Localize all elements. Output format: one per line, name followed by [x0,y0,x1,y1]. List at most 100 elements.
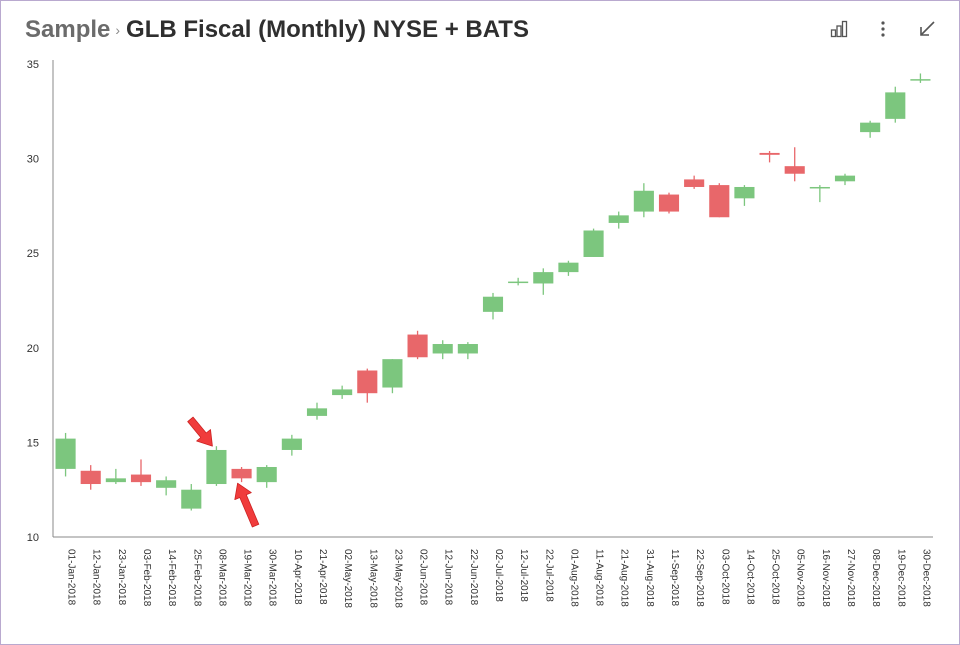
candle-body [860,122,881,133]
x-tick-label: 30-Mar-2018 [267,549,278,607]
breadcrumb-sample[interactable]: Sample [25,16,111,43]
y-tick-label: 35 [27,59,39,71]
candle[interactable] [130,459,152,486]
x-tick-label: 30-Dec-2018 [920,549,931,607]
x-tick-label: 25-Feb-2018 [191,549,202,607]
candle[interactable] [332,385,353,399]
x-tick-label: 21-Aug-2018 [619,549,630,607]
candle[interactable] [407,330,428,360]
candle-body [734,186,755,199]
candle[interactable] [231,466,252,483]
candle[interactable] [80,465,101,490]
candle[interactable] [206,446,227,486]
arrow-icon [234,482,260,528]
x-tick-label: 16-Nov-2018 [820,549,831,607]
candle-body [709,185,730,218]
candle-body [306,408,328,416]
x-tick-label: 11-Aug-2018 [594,549,605,607]
candle[interactable] [558,260,579,276]
x-tick-label: 22-Sep-2018 [694,549,705,607]
candle[interactable] [105,468,126,485]
candle[interactable] [734,185,755,206]
candle[interactable] [860,120,881,138]
candle-body [834,175,856,182]
x-tick-label: 25-Oct-2018 [770,549,781,605]
bar-chart-icon[interactable] [827,17,851,41]
breadcrumb-separator: › [115,22,121,38]
candle[interactable] [533,268,554,295]
candle-body [231,468,252,479]
candle-body [55,438,76,469]
candle[interactable] [910,73,931,83]
candle[interactable] [256,465,277,488]
candle-body [281,438,302,450]
candle[interactable] [709,183,730,218]
candle[interactable] [809,185,830,203]
candle-body [457,344,478,354]
candle[interactable] [357,368,378,403]
candle-body [382,359,403,388]
candle[interactable] [834,173,856,186]
more-vert-icon[interactable] [871,17,895,41]
candle-body [684,179,705,187]
y-tick-label: 30 [27,154,39,166]
y-axis: 10 15 20 25 30 35 [27,59,54,544]
candle-body [206,449,227,485]
candle[interactable] [306,402,328,420]
x-tick-label: 27-Nov-2018 [845,549,856,607]
x-tick-label: 31-Aug-2018 [644,549,655,607]
candle-body [533,272,554,284]
candle[interactable] [684,175,705,189]
candle[interactable] [482,292,504,320]
page-title: GLB Fiscal (Monthly) NYSE + BATS [126,16,529,43]
x-tick-label: 12-Jun-2018 [443,549,454,606]
candle-body [558,262,579,273]
candle[interactable] [508,277,529,286]
x-tick-label: 14-Feb-2018 [166,549,177,607]
x-tick-label: 02-Jun-2018 [418,549,429,606]
collapse-icon[interactable] [915,17,939,41]
candle[interactable] [759,151,780,163]
y-tick-label: 15 [27,437,39,449]
candle[interactable] [281,434,302,456]
x-tick-label: 02-Jul-2018 [493,549,504,602]
candle-body [482,296,504,312]
candle[interactable] [658,192,680,214]
candle-body [407,334,428,358]
candle[interactable] [885,86,906,123]
x-tick-label: 03-Feb-2018 [141,549,152,607]
x-tick-label: 01-Aug-2018 [568,549,579,607]
y-tick-label: 20 [27,343,39,355]
candle[interactable] [55,432,76,477]
arrow-icon [187,416,213,447]
candle-body [432,344,453,354]
x-tick-label: 11-Sep-2018 [669,549,680,607]
candle-body [583,230,604,257]
annotation-arrows [187,416,260,528]
candle-body [256,466,277,483]
candle-body [784,166,805,174]
candle[interactable] [608,211,629,229]
candle[interactable] [156,476,177,496]
candle[interactable] [181,484,202,511]
candle-body [332,389,353,396]
y-tick-label: 10 [27,532,39,544]
candle-body [759,152,780,155]
x-tick-label: 01-Jan-2018 [66,549,77,606]
candle[interactable] [583,228,604,257]
candle[interactable] [382,359,403,394]
candle-body [130,474,152,483]
candle[interactable] [784,147,805,182]
candles [55,73,931,511]
x-tick-label: 19-Dec-2018 [895,549,906,607]
candle[interactable] [633,183,654,218]
x-tick-label: 12-Jul-2018 [518,549,529,602]
candle-body [181,489,202,509]
x-tick-label: 13-May-2018 [367,549,378,608]
x-tick-label: 19-Mar-2018 [242,549,253,607]
candle[interactable] [457,342,478,360]
candle[interactable] [432,340,453,360]
candle-body [508,281,529,284]
